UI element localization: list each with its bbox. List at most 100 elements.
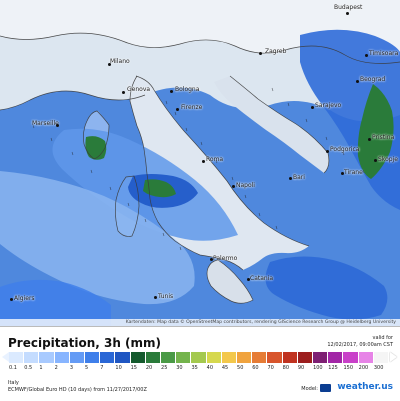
city-tunis-dot	[154, 296, 157, 299]
city-algiers-dot	[10, 298, 13, 301]
scale-segment	[161, 352, 177, 363]
scale-segment	[313, 352, 329, 363]
scale-segment	[115, 352, 131, 363]
city-zagreb: Zagreb	[265, 48, 287, 55]
scale-tick-label: 90	[297, 365, 305, 371]
city-pristina-dot	[368, 138, 371, 141]
map-attribution: Kartendaten: Map data © OpenStreetMap co…	[0, 319, 400, 326]
scale-segment	[176, 352, 192, 363]
city-roma-dot	[202, 160, 205, 163]
valid-time-box: valid for 12/02/2017, 09:00am CST	[327, 335, 393, 349]
scale-tick-label: 7	[100, 365, 104, 371]
model-label: Model:	[301, 386, 318, 392]
scale-tick-label: 40	[206, 365, 214, 371]
city-skopje-dot	[374, 159, 377, 162]
city-milano-dot	[108, 63, 111, 66]
precipitation-map: Budapest Zagreb Milano Genova Bologna Fi…	[0, 0, 400, 326]
scale-tick-label: 10	[115, 365, 122, 371]
valid-label: valid for	[372, 335, 393, 341]
scale-segment	[145, 352, 162, 363]
city-milano: Milano	[110, 58, 130, 65]
scale-tick-label: 0.5	[24, 365, 33, 371]
city-marseille-dot	[56, 124, 59, 127]
city-tirane-dot	[341, 172, 344, 175]
scale-tick-label: 45	[221, 365, 229, 371]
scale-tick-label: 25	[161, 365, 168, 371]
city-firenze-dot	[176, 108, 179, 111]
scale-tick-label: 2	[54, 365, 58, 371]
scale-right-arrow-icon	[390, 352, 397, 362]
brand-logo: weather.us	[337, 382, 393, 392]
city-sarajevo-dot	[311, 106, 314, 109]
meta-info: Italy ECMWF/Global Euro HD (10 days) fro…	[8, 380, 147, 394]
city-pristina: Pristina	[372, 134, 395, 141]
scale-segment	[100, 352, 116, 363]
scale-left-arrow-icon	[2, 352, 9, 362]
city-catania-dot	[247, 278, 250, 281]
legend-panel: Precipitation, 3h (mm) valid for 12/02/2…	[0, 326, 400, 401]
valid-time: 12/02/2017, 09:00am CST	[327, 342, 393, 348]
city-firenze: Firenze	[181, 104, 203, 111]
city-beograd-dot	[356, 80, 359, 83]
scale-segment	[328, 352, 344, 363]
city-palermo: Palermo	[213, 255, 238, 262]
scale-segment	[297, 352, 314, 363]
city-sarajevo: Sarajevo	[315, 102, 342, 109]
scale-segment	[221, 352, 238, 363]
city-tirane: Tirane	[344, 169, 363, 176]
city-palermo-dot	[210, 258, 213, 261]
scale-segment	[69, 352, 86, 363]
model-description: ECMWF/Global Euro HD (10 days) from 11/2…	[8, 387, 147, 393]
scale-tick-label: 15	[130, 365, 137, 371]
city-timisoara: Timisoara	[369, 50, 399, 57]
scale-segment	[191, 352, 207, 363]
scale-segment	[267, 352, 283, 363]
scale-segment	[343, 352, 359, 363]
city-budapest-dot	[346, 12, 349, 15]
scale-tick-label: 80	[282, 365, 290, 371]
scale-segment	[252, 352, 268, 363]
precipitation-scale	[9, 352, 390, 363]
scale-segment	[54, 352, 70, 363]
scale-segment	[358, 352, 374, 363]
scale-segment	[24, 352, 40, 363]
eu-flag-icon	[320, 384, 331, 392]
city-marseille: Marseille	[32, 120, 59, 127]
scale-tick-label: 5	[85, 365, 89, 371]
scale-tick-label: 125	[328, 365, 338, 371]
city-beograd: Beograd	[360, 76, 386, 83]
scale-ticks: 0.1 0.5 1 2 3 5 7 10 15 20 25 30 35 40 45 50 60 70 80 90 100…	[9, 365, 389, 373]
city-genova-dot	[122, 91, 125, 94]
city-napoli: Napoli	[236, 182, 255, 189]
scale-tick-label: 30	[176, 365, 183, 371]
scale-tick-label: 50	[237, 365, 244, 371]
map-title: Precipitation, 3h (mm)	[8, 336, 162, 350]
scale-tick-label: 35	[191, 365, 198, 371]
region-label: Italy	[8, 380, 19, 386]
scale-segment	[39, 352, 55, 363]
city-budapest: Budapest	[334, 4, 363, 11]
scale-segment	[237, 352, 253, 363]
city-algiers: Algiers	[14, 295, 35, 302]
scale-tick-label: 0.1	[9, 365, 17, 371]
scale-tick-label: 150	[343, 365, 354, 371]
city-genova: Genova	[127, 86, 151, 93]
city-timisoara-dot	[365, 54, 368, 57]
city-zagreb-dot	[259, 52, 262, 55]
city-podgorica: Podgorica	[330, 146, 360, 153]
scale-tick-label: 3	[69, 365, 73, 371]
scale-tick-label: 20	[145, 365, 153, 371]
scale-segment	[282, 352, 298, 363]
scale-tick-label: 1	[39, 365, 43, 371]
city-skopje: Skopje	[378, 156, 398, 163]
scale-tick-label: 70	[267, 365, 274, 371]
scale-segment	[373, 352, 390, 363]
city-bari: Bari	[293, 174, 305, 181]
city-podgorica-dot	[326, 150, 329, 153]
city-catania: Catania	[250, 275, 274, 282]
scale-segment	[206, 352, 222, 363]
city-napoli-dot	[232, 185, 235, 188]
city-bologna-dot	[170, 90, 173, 93]
city-roma: Roma	[206, 156, 224, 163]
city-bologna: Bologna	[175, 86, 200, 93]
